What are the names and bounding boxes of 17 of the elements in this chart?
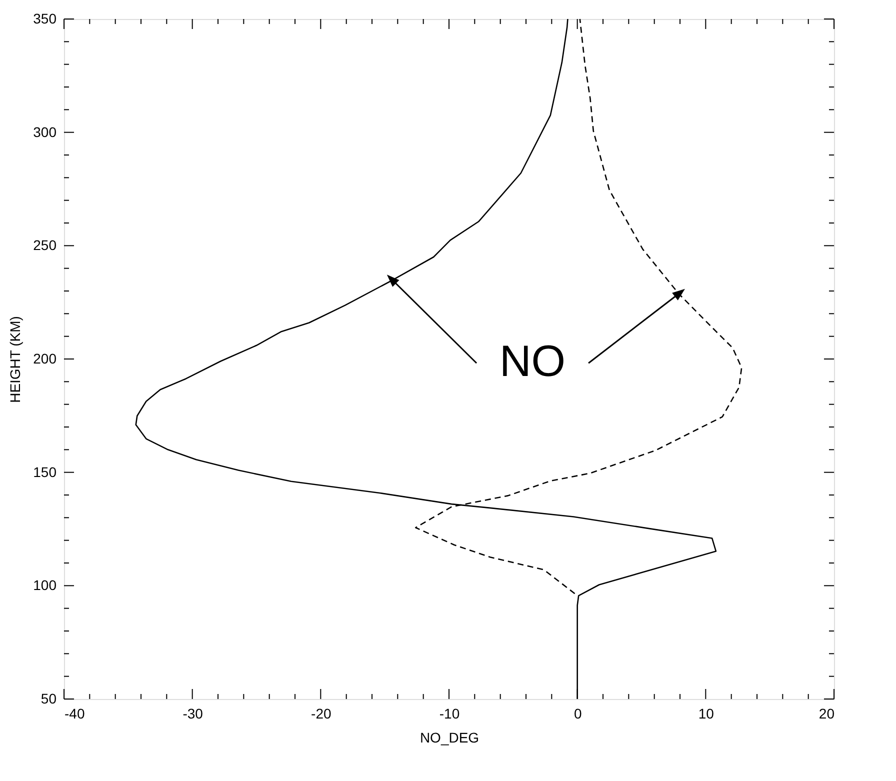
y-tick-label: 250 [33,237,57,254]
x-tick-label: -20 [311,706,332,722]
y-tick-label: 100 [33,577,57,594]
y-tick-label: 350 [33,10,57,26]
annotation: NO [500,337,566,386]
x-tick-label: 10 [698,706,714,722]
x-axis-title: NO_DEG [420,730,480,746]
x-tick-label: -30 [182,706,204,722]
x-tick-label: -10 [439,706,460,722]
y-axis-title: HEIGHT (KM) [7,316,24,403]
y-tick-label: 150 [33,464,57,480]
x-tick-label: 20 [818,706,835,722]
y-tick-label: 300 [33,124,57,140]
x-tick-label: 0 [574,706,582,722]
y-tick-label: 200 [33,350,57,366]
y-tick-label: 50 [40,690,57,706]
x-tick-label: -40 [64,706,85,722]
